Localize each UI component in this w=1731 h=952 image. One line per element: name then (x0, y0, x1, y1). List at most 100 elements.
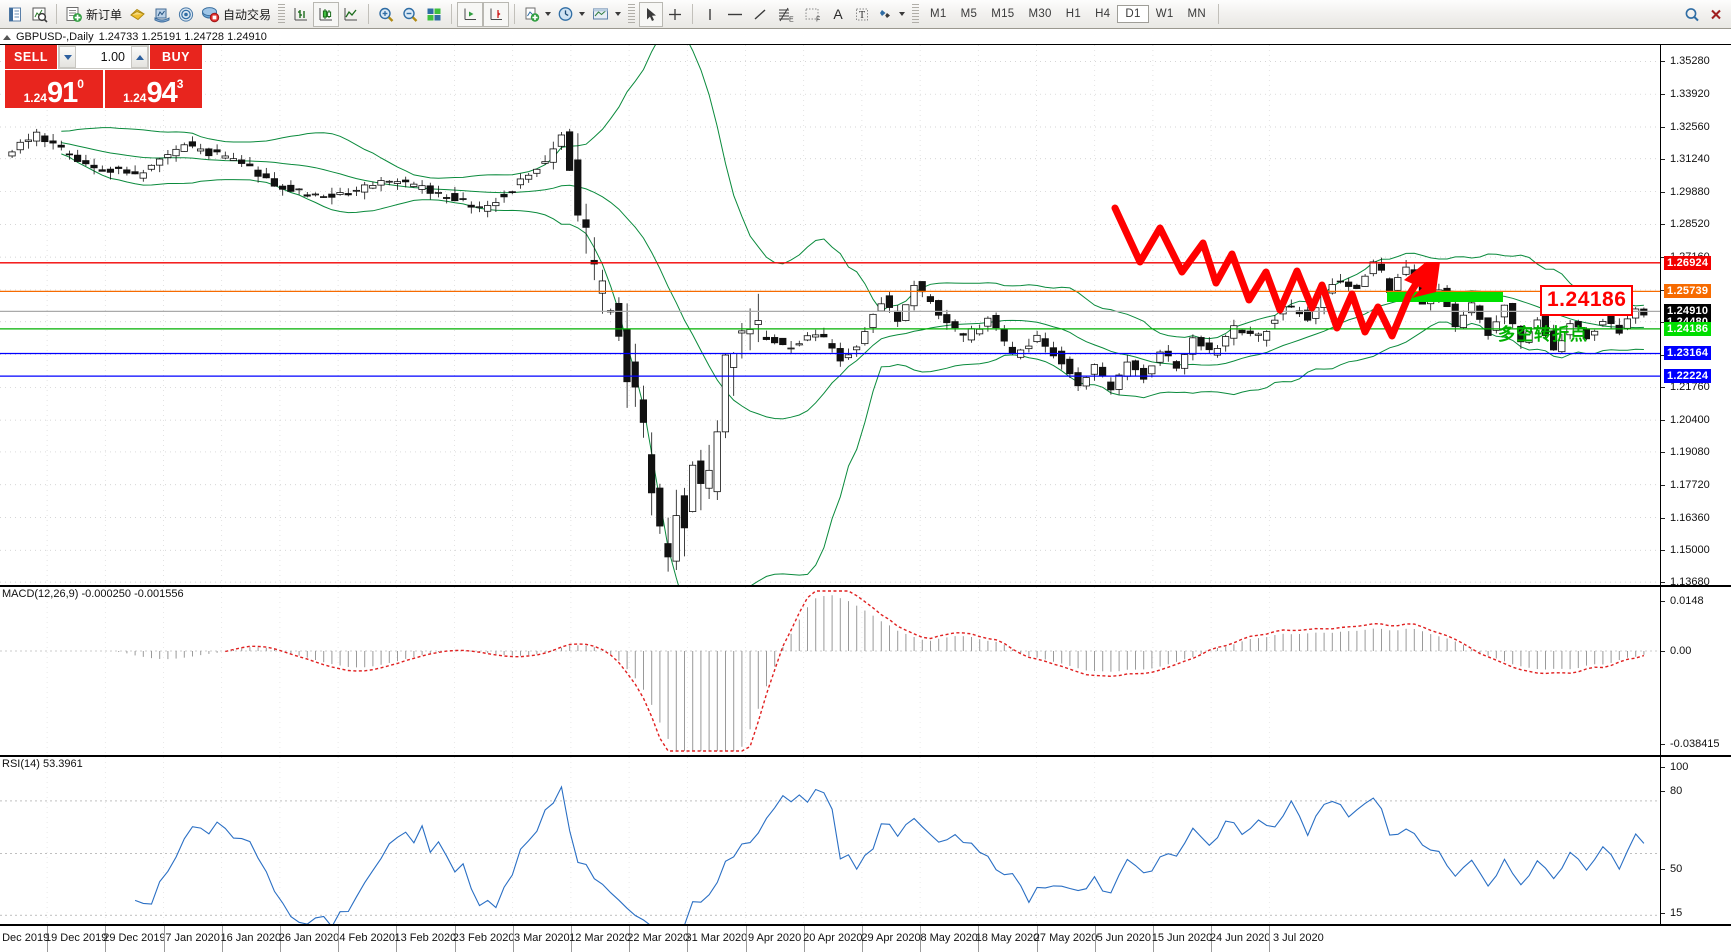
price-level-badge[interactable]: 1.24186 (1664, 321, 1712, 336)
time-axis-separator (396, 926, 398, 952)
fibonacci-icon[interactable]: E (772, 2, 800, 27)
auto-scroll-icon[interactable] (457, 1, 484, 27)
collapse-icon[interactable] (3, 34, 11, 40)
horizontal-line-icon[interactable] (722, 2, 748, 27)
timeframe-m1[interactable]: M1 (930, 8, 947, 20)
time-tick: 10 Dec 2019 (0, 932, 50, 944)
macd-tick: 0.0148 (1661, 595, 1704, 607)
macd-series-svg (0, 587, 1660, 755)
chevron-down-icon-3[interactable] (615, 12, 622, 16)
time-axis-separator (687, 926, 689, 952)
period-clock-icon[interactable] (554, 2, 588, 27)
toolbar-grip[interactable] (278, 4, 286, 24)
zoom-in-icon[interactable] (374, 2, 398, 27)
time-axis-separator (629, 926, 631, 952)
timeframe-m15[interactable]: M15 (991, 8, 1015, 20)
timeframe-m5[interactable]: M5 (960, 8, 978, 20)
strategy-tester-icon[interactable] (150, 2, 174, 27)
volume-stepper[interactable]: 1.00 (58, 45, 149, 69)
timeframe-h1[interactable]: H1 (1065, 8, 1082, 20)
chart-shift-icon[interactable] (483, 1, 510, 27)
time-tick: 23 Feb 2020 (452, 932, 515, 944)
rsi-pane[interactable]: RSI(14) 53.3961 100 80 50 15 (0, 756, 1731, 925)
line-chart-icon[interactable] (339, 2, 363, 27)
rsi-axis[interactable]: 100 80 50 15 (1660, 757, 1731, 924)
toolbar-separator (56, 4, 57, 24)
close-icon[interactable] (1704, 2, 1728, 27)
sell-button[interactable]: SELL (5, 45, 57, 69)
buy-price-prefix: 1.24 (123, 91, 147, 105)
rsi-tick: 50 (1661, 863, 1682, 875)
timeframe-h4[interactable]: H4 (1095, 8, 1111, 20)
buy-button[interactable]: BUY (150, 45, 202, 69)
chevron-down-icon-2[interactable] (579, 12, 586, 16)
zoom-out-icon[interactable] (398, 2, 422, 27)
timeframe-d1[interactable]: D1 (1117, 5, 1149, 23)
trendline-icon[interactable] (748, 2, 772, 27)
one-click-trading-panel[interactable]: SELL 1.00 BUY 1.24 91 0 1.24 94 3 (5, 45, 202, 108)
price-callout-box: 1.24186 (1540, 285, 1634, 316)
price-level-badge[interactable]: 1.22224 (1664, 369, 1712, 384)
toolbar-separator-5 (692, 4, 694, 24)
price-plot-area[interactable] (0, 45, 1660, 585)
macd-plot-area[interactable] (0, 587, 1660, 755)
autotrading-icon[interactable]: 自动交易 (198, 2, 274, 27)
chevron-down-icon-4[interactable] (899, 12, 906, 16)
add-indicator-icon[interactable] (520, 2, 554, 27)
shapes-icon[interactable] (874, 2, 908, 27)
macd-axis[interactable]: 0.0148 0.00 -0.038415 (1660, 587, 1731, 755)
time-axis-separator (163, 926, 165, 952)
price-tick: 1.16360 (1661, 512, 1710, 524)
price-tick: 1.32560 (1661, 121, 1710, 133)
buy-price-display[interactable]: 1.24 94 3 (104, 70, 202, 108)
search-icon[interactable] (1680, 2, 1704, 27)
sell-price-display[interactable]: 1.24 91 0 (5, 70, 103, 108)
time-axis-separator (1211, 926, 1213, 952)
price-level-badge[interactable]: 1.25739 (1664, 284, 1712, 299)
time-tick: 22 Mar 2020 (627, 932, 690, 944)
price-tick: 1.17720 (1661, 479, 1710, 491)
chevron-down-icon[interactable] (545, 12, 552, 16)
rsi-plot-area[interactable] (0, 757, 1660, 924)
toolbar-grip-2[interactable] (628, 4, 636, 24)
new-order-icon[interactable]: 新订单 (62, 2, 125, 27)
candlestick-chart-icon[interactable] (313, 1, 340, 27)
macd-pane[interactable]: MACD(12,26,9) -0.000250 -0.001556 0.0148… (0, 586, 1731, 756)
price-axis[interactable]: 1.35280 1.33920 1.32560 1.31240 1.29880 1.285… (1660, 45, 1731, 585)
document-icon[interactable] (3, 2, 27, 27)
time-axis-separator (47, 926, 49, 952)
timeframe-mn[interactable]: MN (1187, 8, 1207, 20)
tile-windows-icon[interactable] (422, 2, 446, 27)
price-tick: 1.20400 (1661, 414, 1710, 426)
timeframe-m30[interactable]: M30 (1028, 8, 1052, 20)
chart-header: GBPUSD-,Daily 1.24733 1.25191 1.24728 1.… (0, 30, 1731, 44)
price-level-badge[interactable]: 1.26924 (1664, 255, 1712, 270)
vertical-line-icon[interactable] (698, 2, 722, 27)
price-level-badge[interactable]: 1.23164 (1664, 346, 1712, 361)
time-axis-separator (105, 926, 107, 952)
volume-increment-button[interactable] (131, 46, 148, 68)
channel-icon[interactable]: F (800, 2, 826, 27)
volume-value[interactable]: 1.00 (100, 50, 125, 64)
cursor-icon[interactable] (639, 1, 664, 27)
text-label-icon[interactable]: A (826, 2, 850, 27)
time-tick: 29 Dec 2019 (103, 932, 166, 944)
price-chart-pane[interactable]: 1.35280 1.33920 1.32560 1.31240 1.29880 1.285… (0, 44, 1731, 586)
indicators-icon[interactable] (125, 2, 150, 27)
octp-controls-row: SELL 1.00 BUY (5, 45, 202, 69)
templates-icon[interactable] (588, 2, 624, 27)
toolbar-grip-3[interactable] (912, 4, 920, 24)
price-tick: 1.15000 (1661, 544, 1710, 556)
text-box-icon[interactable]: T (850, 2, 874, 27)
toolbar-separator-4 (514, 4, 516, 24)
signals-icon[interactable] (174, 2, 198, 27)
volume-decrement-button[interactable] (59, 46, 76, 68)
time-axis-separator (978, 926, 980, 952)
bar-chart-icon[interactable] (289, 2, 313, 27)
price-tick: 1.35280 (1661, 55, 1710, 67)
chart-inspect-icon[interactable] (27, 2, 51, 27)
timeframe-w1[interactable]: W1 (1155, 8, 1174, 20)
crosshair-icon[interactable] (663, 2, 687, 27)
price-tick: 1.33920 (1661, 88, 1710, 100)
